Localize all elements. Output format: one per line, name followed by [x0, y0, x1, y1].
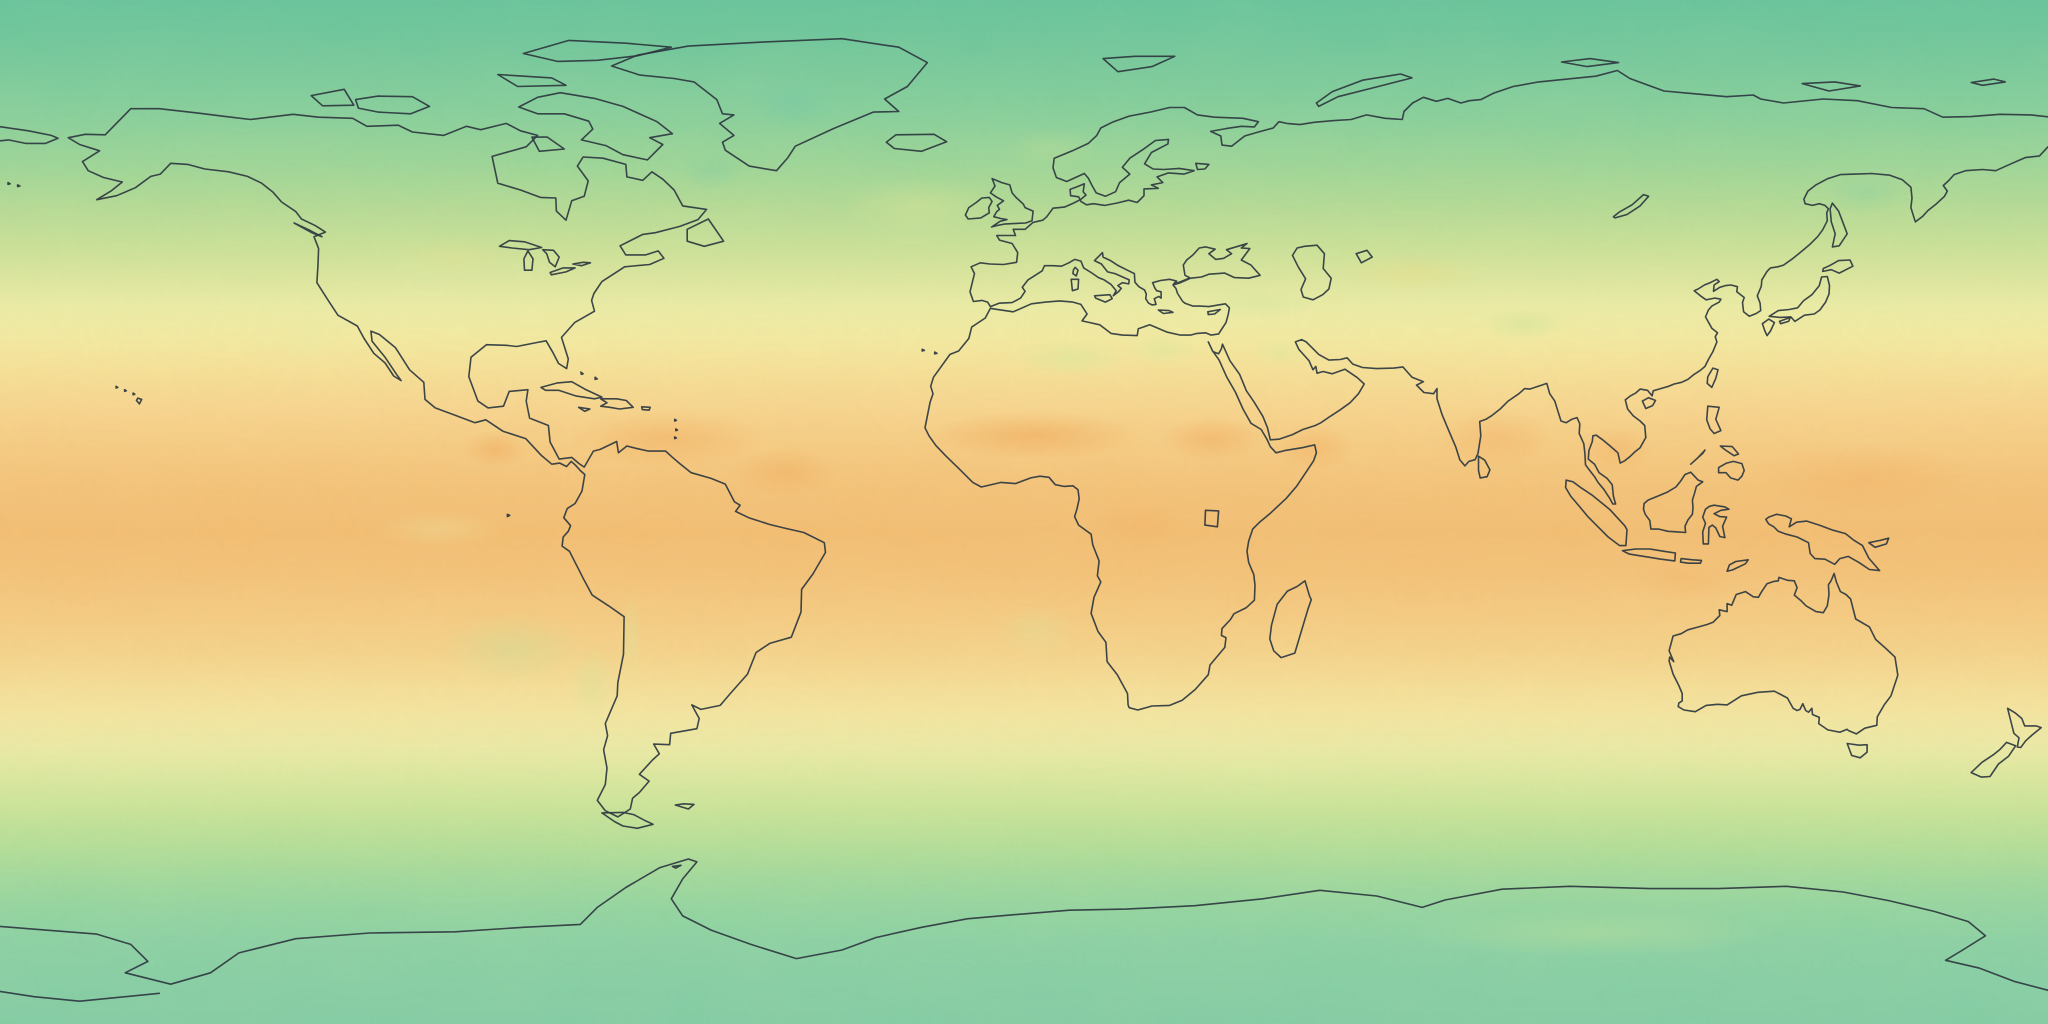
coast-aral-sea: [1355, 249, 1373, 264]
coast-puerto-rico: [640, 406, 651, 411]
coast-caspian-sea: [1291, 244, 1332, 301]
coast-lake-ladoga: [1195, 162, 1210, 171]
coast-lake-victoria: [1204, 509, 1220, 528]
coast-severnaya-zemlya: [1560, 57, 1620, 68]
coast-antarctica-main: [0, 858, 2048, 992]
coast-new-guinea: [1765, 513, 1881, 572]
coast-canary-1: [921, 348, 926, 352]
coast-sri-lanka: [1477, 455, 1491, 479]
coast-lake-superior: [498, 239, 543, 251]
coast-southampton: [531, 136, 566, 153]
coast-lake-michigan: [523, 250, 534, 271]
coast-newfoundland: [686, 218, 725, 248]
coast-cuba: [540, 380, 603, 400]
coast-visayas: [1719, 445, 1740, 457]
coast-hawaii-2: [132, 392, 136, 396]
coast-pribilof-2: [16, 184, 21, 188]
coast-novaya-zemlya: [1315, 73, 1413, 108]
coast-hainan: [1641, 396, 1657, 410]
coast-hawaii-big: [135, 397, 143, 405]
coast-great-britain: [989, 177, 1034, 228]
coast-falklands: [674, 803, 695, 810]
coast-afro-eurasia: [924, 69, 2048, 711]
coast-ellesmere: [522, 39, 673, 63]
coast-hispaniola: [599, 398, 634, 410]
coast-antilles-1: [673, 418, 678, 422]
coast-svalbard: [1102, 55, 1176, 73]
coast-greenland: [610, 37, 929, 172]
coast-devon: [497, 73, 567, 88]
coast-new-britain: [1868, 537, 1890, 549]
coast-lake-baikal: [1612, 193, 1650, 219]
coast-lesser-sunda: [1679, 557, 1703, 564]
coast-bahamas-2: [594, 376, 599, 381]
coast-borneo: [1642, 471, 1704, 534]
coast-ireland: [964, 196, 993, 220]
coast-bahamas-1: [580, 371, 584, 376]
coast-lake-erie: [549, 267, 576, 276]
coast-nz-north: [2006, 707, 2042, 749]
coast-pribilof-1: [7, 181, 11, 186]
coast-banks-island: [310, 88, 355, 107]
coast-jamaica: [577, 406, 591, 413]
coast-canary-2: [933, 351, 938, 355]
coast-java: [1621, 548, 1677, 562]
coast-galapagos: [506, 513, 511, 518]
coast-victoria-island: [354, 95, 431, 115]
coast-americas-mainland: [67, 107, 827, 818]
coast-sumatra: [1564, 479, 1628, 547]
coast-madagascar: [1269, 580, 1313, 659]
coast-lake-ontario: [572, 261, 592, 267]
coast-mindanao: [1717, 460, 1745, 481]
coast-shikoku: [1778, 316, 1792, 325]
coast-lake-huron: [541, 248, 560, 268]
coast-de-long: [1970, 78, 2007, 87]
coast-antilles-3: [673, 436, 678, 440]
coast-honshu: [1768, 275, 1831, 323]
coast-timor: [1726, 559, 1749, 572]
coast-taiwan: [1706, 367, 1719, 389]
coast-palawan: [1689, 449, 1706, 465]
coast-sardinia: [1070, 278, 1080, 292]
coast-tasmania: [1846, 742, 1868, 759]
coast-kyushu: [1761, 318, 1776, 337]
coast-new-siberian: [1801, 81, 1862, 92]
coast-australia: [1668, 572, 1899, 735]
coast-iceland: [885, 133, 948, 153]
coast-luzon: [1705, 405, 1722, 435]
coast-antilles-2: [675, 428, 679, 432]
coast-vancouver-island: [293, 222, 323, 238]
coast-cyprus: [1207, 308, 1222, 316]
coast-antarctica-left-shelf: [0, 990, 161, 1002]
coast-sicily: [1093, 293, 1113, 303]
coast-sulawesi: [1701, 504, 1730, 545]
coast-corsica: [1072, 266, 1079, 277]
coast-sakhalin: [1829, 202, 1848, 248]
coast-hawaii-4: [115, 385, 119, 389]
coast-baffin: [518, 91, 674, 161]
coast-south-shetland: [671, 864, 682, 869]
coast-chukotka-fragment: [0, 125, 59, 145]
coast-nz-south: [1970, 741, 2017, 778]
coast-tierra-del-fuego: [601, 811, 654, 830]
coast-hawaii-3: [123, 388, 128, 393]
coast-crete: [1157, 309, 1174, 315]
coast-hokkaido: [1821, 259, 1854, 274]
